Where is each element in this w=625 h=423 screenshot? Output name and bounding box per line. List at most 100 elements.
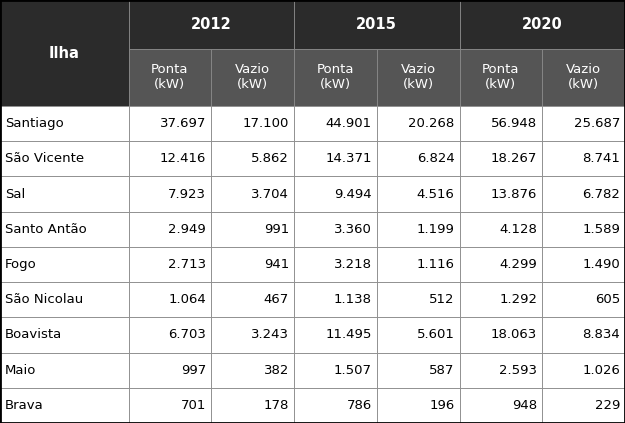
Text: 1.199: 1.199	[417, 223, 454, 236]
Bar	[0, 106, 129, 141]
Text: 2015: 2015	[356, 17, 398, 32]
Text: 13.876: 13.876	[491, 188, 538, 201]
Bar	[129, 247, 211, 282]
Bar	[211, 388, 294, 423]
Text: Brava: Brava	[5, 399, 44, 412]
Text: 4.516: 4.516	[417, 188, 454, 201]
Bar	[377, 176, 459, 212]
Text: 3.218: 3.218	[334, 258, 372, 271]
Bar	[377, 353, 459, 388]
Bar	[129, 388, 211, 423]
Bar	[211, 282, 294, 317]
Text: 1.064: 1.064	[169, 293, 206, 306]
Bar	[377, 388, 459, 423]
Bar	[129, 49, 211, 106]
Text: Vazio
(kW): Vazio (kW)	[566, 63, 601, 91]
Bar	[542, 176, 625, 212]
Bar	[294, 282, 377, 317]
Bar	[0, 212, 129, 247]
Text: 44.901: 44.901	[326, 117, 372, 130]
Text: 178: 178	[264, 399, 289, 412]
Bar	[542, 141, 625, 176]
Text: 587: 587	[429, 364, 454, 376]
Bar	[377, 212, 459, 247]
Bar	[211, 141, 294, 176]
Text: 4.128: 4.128	[499, 223, 538, 236]
Text: 3.704: 3.704	[251, 188, 289, 201]
Bar	[542, 212, 625, 247]
Bar	[294, 317, 377, 353]
Bar	[211, 212, 294, 247]
Bar	[129, 212, 211, 247]
Bar	[129, 141, 211, 176]
Bar	[294, 106, 377, 141]
Bar	[0, 141, 129, 176]
Bar	[129, 176, 211, 212]
Text: 941: 941	[264, 258, 289, 271]
Bar	[211, 317, 294, 353]
Text: Vazio
(kW): Vazio (kW)	[235, 63, 270, 91]
Text: 786: 786	[346, 399, 372, 412]
Text: 2.593: 2.593	[499, 364, 538, 376]
Text: 7.923: 7.923	[168, 188, 206, 201]
Text: 6.703: 6.703	[168, 329, 206, 341]
Text: 948: 948	[512, 399, 538, 412]
Bar	[211, 247, 294, 282]
Text: 1.116: 1.116	[416, 258, 454, 271]
Bar	[294, 353, 377, 388]
Bar	[294, 0, 459, 49]
Bar	[0, 0, 129, 106]
Text: 2.949: 2.949	[169, 223, 206, 236]
Bar	[211, 106, 294, 141]
Text: Boavista: Boavista	[5, 329, 62, 341]
Bar	[0, 317, 129, 353]
Text: 56.948: 56.948	[491, 117, 538, 130]
Bar	[542, 247, 625, 282]
Text: 2012: 2012	[191, 17, 232, 32]
Text: 6.782: 6.782	[582, 188, 620, 201]
Text: 37.697: 37.697	[160, 117, 206, 130]
Bar	[0, 353, 129, 388]
Bar	[377, 282, 459, 317]
Bar	[459, 106, 542, 141]
Bar	[294, 212, 377, 247]
Bar	[459, 141, 542, 176]
Text: 8.834: 8.834	[582, 329, 620, 341]
Bar	[459, 388, 542, 423]
Text: 18.063: 18.063	[491, 329, 538, 341]
Text: Ponta
(kW): Ponta (kW)	[482, 63, 519, 91]
Bar	[459, 282, 542, 317]
Bar	[542, 317, 625, 353]
Bar	[542, 282, 625, 317]
Text: 1.138: 1.138	[334, 293, 372, 306]
Bar	[0, 388, 129, 423]
Text: 467: 467	[264, 293, 289, 306]
Text: 6.824: 6.824	[417, 152, 454, 165]
Text: 991: 991	[264, 223, 289, 236]
Text: São Vicente: São Vicente	[5, 152, 84, 165]
Bar	[459, 176, 542, 212]
Bar	[294, 388, 377, 423]
Bar	[377, 49, 459, 106]
Bar	[459, 317, 542, 353]
Text: 11.495: 11.495	[326, 329, 372, 341]
Bar	[0, 176, 129, 212]
Text: 5.862: 5.862	[251, 152, 289, 165]
Bar	[129, 0, 294, 49]
Text: 3.243: 3.243	[251, 329, 289, 341]
Bar	[459, 353, 542, 388]
Text: São Nicolau: São Nicolau	[5, 293, 83, 306]
Text: 8.741: 8.741	[582, 152, 620, 165]
Bar	[129, 317, 211, 353]
Bar	[542, 106, 625, 141]
Bar	[211, 353, 294, 388]
Text: Fogo: Fogo	[5, 258, 37, 271]
Bar	[294, 176, 377, 212]
Text: Ponta
(kW): Ponta (kW)	[317, 63, 354, 91]
Text: 12.416: 12.416	[160, 152, 206, 165]
Text: 382: 382	[264, 364, 289, 376]
Bar	[459, 0, 625, 49]
Bar	[377, 317, 459, 353]
Bar	[294, 247, 377, 282]
Bar	[377, 106, 459, 141]
